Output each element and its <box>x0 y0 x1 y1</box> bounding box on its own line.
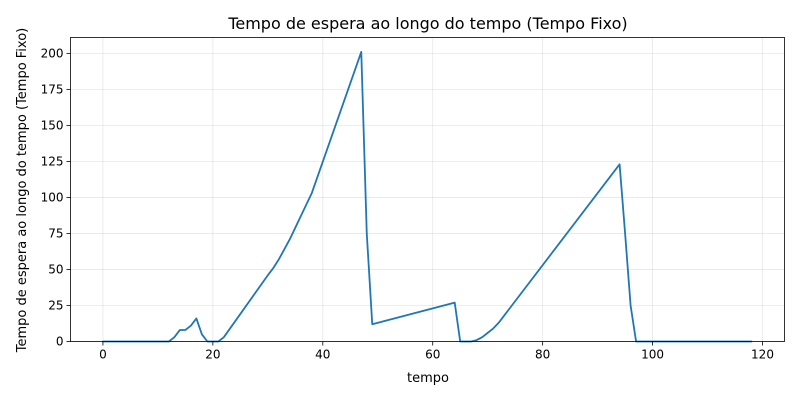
x-axis-ticks: 0 20 40 60 80 100 120 <box>99 341 774 362</box>
y-tick-label: 200 <box>41 46 64 60</box>
x-tick-label: 40 <box>315 348 330 362</box>
x-tick-label: 80 <box>535 348 550 362</box>
y-tick-label: 100 <box>41 190 64 204</box>
x-tick-label: 60 <box>425 348 440 362</box>
x-axis-label: tempo <box>407 371 449 386</box>
x-tick-label: 120 <box>751 348 774 362</box>
y-tick-label: 175 <box>41 82 64 96</box>
x-tick-label: 20 <box>205 348 220 362</box>
chart-title: Tempo de espera ao longo do tempo (Tempo… <box>227 14 627 33</box>
y-tick-label: 125 <box>41 154 64 168</box>
y-tick-label: 25 <box>48 298 63 312</box>
grid <box>70 37 785 342</box>
x-tick-label: 100 <box>641 348 664 362</box>
plot-frame <box>70 37 785 342</box>
y-tick-label: 150 <box>41 118 64 132</box>
series-line <box>102 51 753 343</box>
series-layer <box>102 51 753 343</box>
y-tick-label: 75 <box>48 226 63 240</box>
y-tick-label: 0 <box>56 335 64 349</box>
y-axis-label: Tempo de espera ao longo do tempo (Tempo… <box>15 28 30 353</box>
y-tick-label: 50 <box>48 262 63 276</box>
x-tick-label: 0 <box>99 348 107 362</box>
y-axis-ticks: 0 25 50 75 100 125 150 175 200 <box>41 46 71 349</box>
